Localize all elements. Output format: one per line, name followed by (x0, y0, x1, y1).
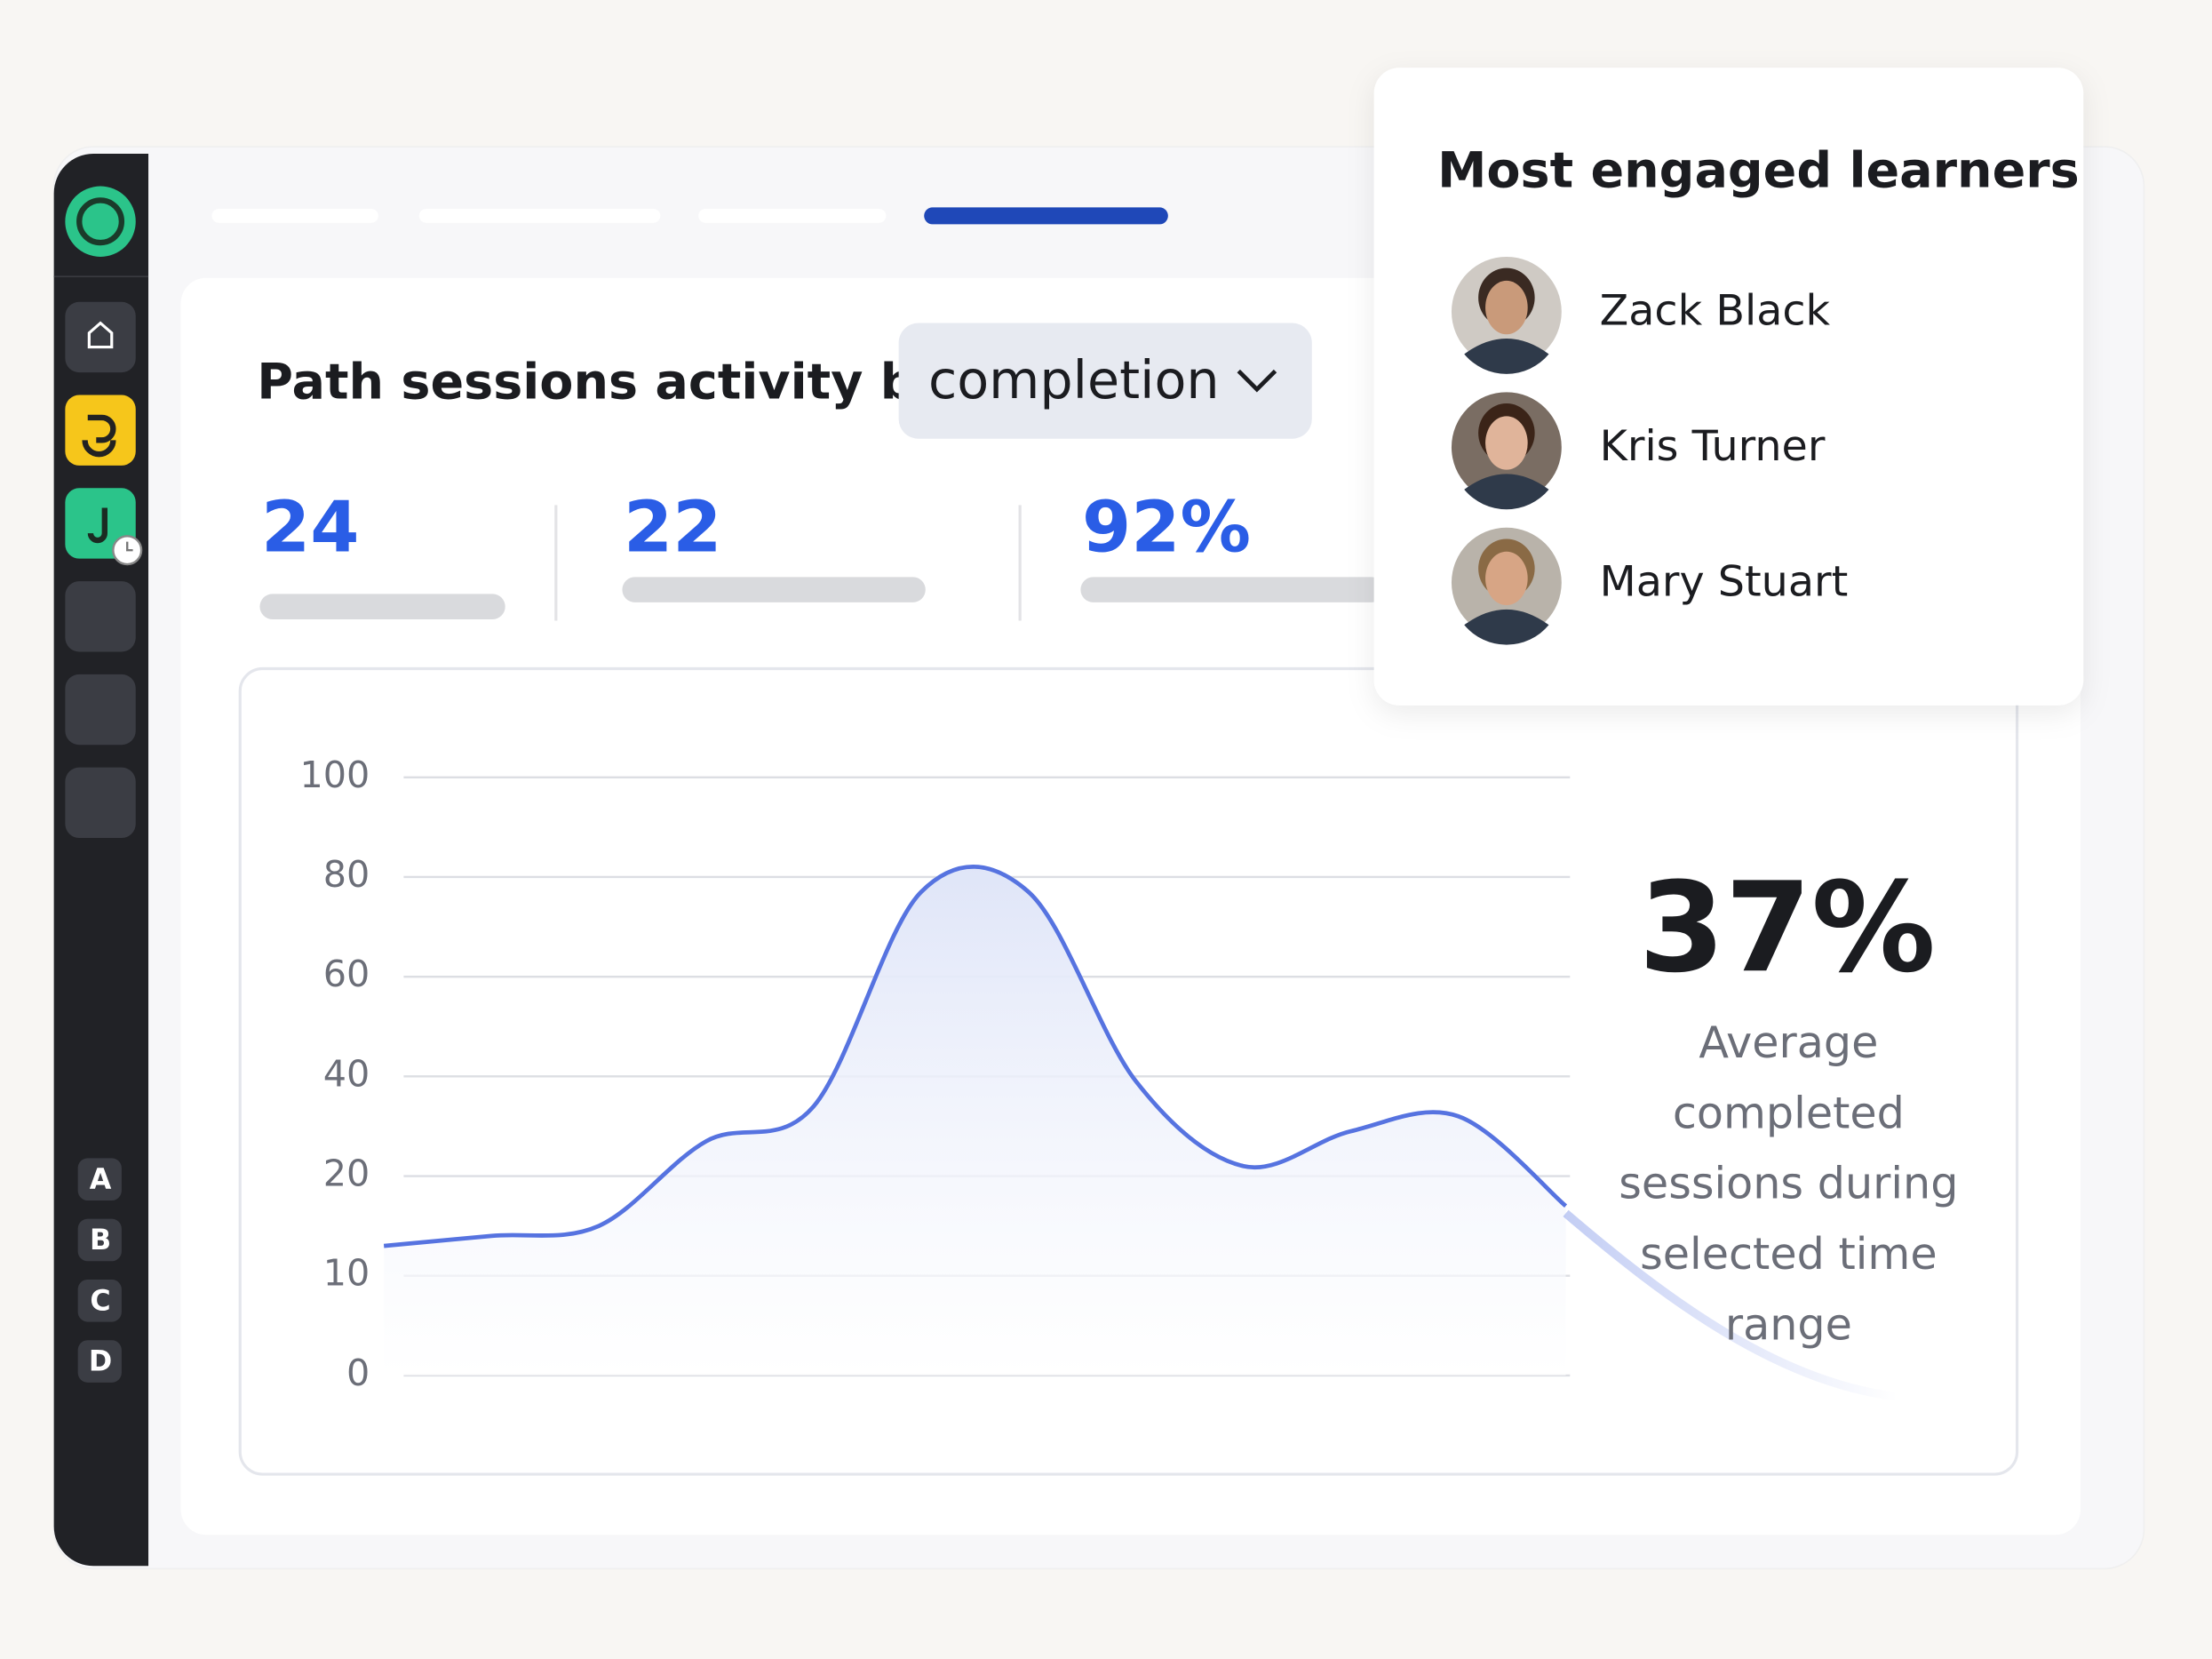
summary-caption: range (1725, 1298, 1852, 1350)
app-button[interactable] (65, 395, 136, 466)
letter-badge[interactable] (77, 1279, 122, 1322)
app-icon (87, 507, 107, 544)
learner-name[interactable]: Zack Black (1600, 286, 1831, 335)
letter: D (89, 1346, 112, 1378)
learners-card (1373, 68, 2084, 706)
summary-caption: sessions during (1619, 1158, 1958, 1209)
stat-value: 92% (1082, 485, 1251, 568)
y-tick-label: 20 (323, 1153, 370, 1195)
letter: C (90, 1285, 110, 1317)
app-button[interactable] (65, 674, 136, 746)
dropdown[interactable] (898, 323, 1312, 439)
app-button[interactable] (65, 767, 136, 839)
summary-value: 37% (1639, 855, 1936, 1000)
dropdown-chevron (1237, 369, 1277, 393)
avatar-shoulders (1464, 339, 1549, 374)
home-button[interactable] (65, 301, 136, 373)
summary-caption: completed (1673, 1087, 1905, 1138)
stat-label-placeholder (622, 577, 926, 602)
learners-title: Most engaged learners (1437, 141, 2080, 199)
panel-title: Path sessions activity by (257, 354, 947, 411)
tab[interactable] (211, 208, 378, 223)
active-tab[interactable] (924, 207, 1168, 225)
summary: 37% Average completed sessions during select… (1619, 855, 1958, 1350)
tab[interactable] (698, 208, 887, 223)
app-button[interactable] (65, 581, 136, 652)
letter-badge[interactable] (77, 1340, 122, 1383)
summary-caption: Average (1699, 1017, 1878, 1068)
learner-list: Zack Black Kris Turner Mary Stuart (1451, 256, 1849, 645)
y-tick-label: 40 (323, 1052, 370, 1095)
tab[interactable] (418, 208, 661, 223)
letter-badge[interactable] (77, 1158, 122, 1201)
clock-hands (126, 541, 133, 552)
y-tick-label: 60 (323, 953, 370, 995)
decorative-tail (1563, 1209, 1898, 1401)
y-tick-label: 100 (300, 754, 370, 796)
area-fill (384, 866, 1566, 1376)
y-tick-label: 0 (346, 1352, 370, 1394)
avatar-shoulders (1464, 609, 1549, 645)
learner-name[interactable]: Kris Turner (1600, 422, 1826, 471)
avatar-face (1485, 551, 1528, 606)
stat-label-placeholder (1080, 577, 1384, 602)
avatar-face (1485, 416, 1528, 470)
letter: A (90, 1164, 112, 1196)
area-line (383, 865, 1568, 1248)
stat-value: 22 (624, 485, 721, 568)
logo-ring (76, 197, 125, 246)
y-tick-label: 80 (323, 853, 370, 896)
stats: 24 22 92% (259, 485, 1384, 619)
app-icon (82, 414, 116, 458)
dropdown-value: completion (928, 349, 1220, 411)
summary-caption: selected time (1640, 1228, 1937, 1280)
avatar-face (1485, 280, 1528, 335)
y-tick-label: 10 (323, 1252, 370, 1295)
avatar-shoulders (1464, 474, 1549, 510)
stat-label-placeholder (259, 594, 505, 619)
logo (65, 186, 136, 257)
letter: B (90, 1224, 111, 1256)
home-icon (87, 321, 114, 349)
stat-value: 24 (261, 485, 359, 568)
letter-badge[interactable] (77, 1218, 122, 1262)
learner-name[interactable]: Mary Stuart (1600, 557, 1849, 606)
